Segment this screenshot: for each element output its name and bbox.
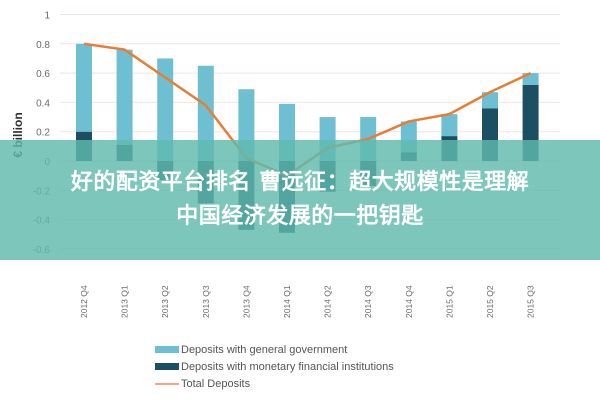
y-tick-label: 1	[44, 11, 50, 22]
headline-overlay-banner[interactable]: 好的配资平台排名 曹远征：超大规模性是理解 中国经济发展的一把钥匙	[0, 140, 600, 260]
chart-legend: Deposits with general government Deposit…	[155, 341, 394, 392]
x-tick-label: 2015 Q3	[526, 285, 536, 318]
bar-general-government	[441, 114, 458, 137]
legend-item-general-government: Deposits with general government	[155, 341, 394, 358]
legend-swatch-mfi	[155, 363, 179, 370]
bar-general-government	[76, 43, 92, 132]
bar-general-government	[157, 58, 174, 162]
legend-label: Deposits with monetary financial institu…	[181, 360, 394, 373]
x-tick-label: 2013 Q1	[120, 285, 130, 318]
x-tick-label: 2014 Q3	[363, 285, 373, 318]
legend-item-monetary-financial-institutions: Deposits with monetary financial institu…	[155, 358, 394, 375]
x-tick-label: 2013 Q4	[241, 285, 251, 318]
x-axis-ticks: 2012 Q4 2013 Q1 2013 Q2 2013 Q3 2013 Q4 2014 …	[79, 285, 536, 318]
x-tick-label: 2013 Q2	[160, 285, 170, 318]
legend-swatch-total-deposits	[155, 382, 179, 385]
y-tick-label: 0.6	[36, 69, 50, 80]
bar-general-government	[116, 49, 133, 145]
x-tick-label: 2015 Q2	[485, 285, 495, 318]
headline-line-2: 中国经济发展的一把钥匙	[176, 204, 424, 229]
y-tick-label: 0.8	[36, 40, 50, 51]
legend-swatch-general-government	[155, 346, 179, 353]
bar-general-government	[197, 65, 214, 161]
y-tick-label: 0.4	[36, 98, 50, 109]
legend-label: Deposits with general government	[181, 343, 348, 356]
bar-general-government	[482, 92, 498, 109]
legend-label: Total Deposits	[181, 377, 251, 390]
headline-line-1: 好的配资平台排名 曹远征：超大规模性是理解	[70, 170, 530, 195]
legend-item-total-deposits: Total Deposits	[155, 375, 394, 392]
x-tick-label: 2014 Q4	[404, 285, 414, 318]
x-tick-label: 2013 Q3	[201, 285, 211, 318]
x-tick-label: 2014 Q1	[282, 285, 292, 318]
bar-general-government	[522, 73, 539, 85]
x-tick-label: 2014 Q2	[323, 285, 333, 318]
y-tick-label: 0.2	[36, 128, 50, 139]
x-tick-label: 2015 Q1	[444, 285, 454, 318]
x-tick-label: 2012 Q4	[79, 285, 89, 318]
